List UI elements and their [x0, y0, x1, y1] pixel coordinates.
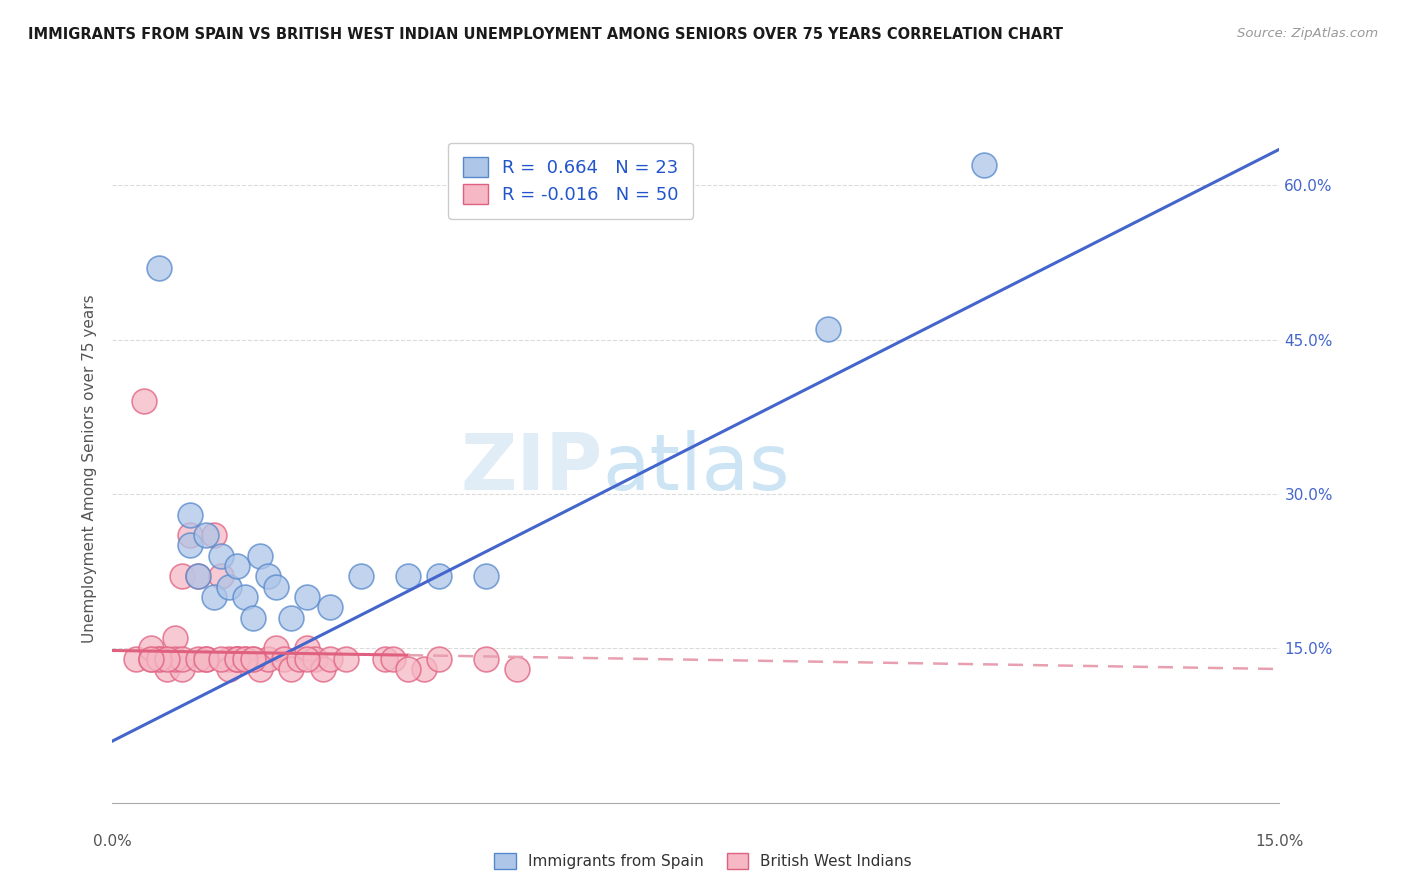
Point	[295, 651, 318, 665]
Point	[125, 651, 148, 665]
Point	[156, 651, 179, 665]
Point	[218, 580, 240, 594]
Point	[242, 651, 264, 665]
Point	[218, 651, 240, 665]
Point	[412, 662, 434, 676]
Point	[209, 569, 232, 583]
Point	[242, 651, 264, 665]
Point	[506, 662, 529, 676]
Point	[475, 569, 498, 583]
Point	[335, 651, 357, 665]
Point	[233, 651, 256, 665]
Point	[194, 528, 217, 542]
Point	[194, 651, 217, 665]
Point	[273, 651, 295, 665]
Point	[233, 590, 256, 604]
Legend: Immigrants from Spain, British West Indians: Immigrants from Spain, British West Indi…	[488, 847, 918, 875]
Point	[163, 631, 186, 645]
Y-axis label: Unemployment Among Seniors over 75 years: Unemployment Among Seniors over 75 years	[82, 294, 97, 642]
Point	[304, 651, 326, 665]
Text: Source: ZipAtlas.com: Source: ZipAtlas.com	[1237, 27, 1378, 40]
Point	[817, 322, 839, 336]
Point	[194, 651, 217, 665]
Point	[187, 651, 209, 665]
Point	[226, 559, 249, 574]
Point	[172, 662, 194, 676]
Point	[226, 651, 249, 665]
Point	[319, 651, 342, 665]
Point	[209, 651, 232, 665]
Point	[202, 528, 225, 542]
Point	[311, 662, 333, 676]
Point	[295, 590, 318, 604]
Point	[350, 569, 373, 583]
Point	[179, 539, 201, 553]
Point	[427, 569, 450, 583]
Point	[264, 580, 287, 594]
Point	[233, 651, 256, 665]
Point	[288, 651, 311, 665]
Point	[257, 651, 280, 665]
Point	[475, 651, 498, 665]
Point	[148, 651, 170, 665]
Point	[249, 662, 271, 676]
Point	[242, 610, 264, 624]
Text: atlas: atlas	[603, 430, 790, 507]
Text: IMMIGRANTS FROM SPAIN VS BRITISH WEST INDIAN UNEMPLOYMENT AMONG SENIORS OVER 75 : IMMIGRANTS FROM SPAIN VS BRITISH WEST IN…	[28, 27, 1063, 42]
Point	[141, 641, 163, 656]
Point	[172, 569, 194, 583]
Point	[163, 651, 186, 665]
Point	[141, 651, 163, 665]
Point	[381, 651, 404, 665]
Point	[148, 260, 170, 275]
Point	[973, 158, 995, 172]
Text: ZIP: ZIP	[460, 430, 603, 507]
Point	[148, 651, 170, 665]
Point	[202, 590, 225, 604]
Point	[226, 651, 249, 665]
Text: 0.0%: 0.0%	[93, 834, 132, 849]
Point	[226, 651, 249, 665]
Point	[396, 569, 419, 583]
Point	[141, 651, 163, 665]
Point	[280, 662, 302, 676]
Point	[187, 569, 209, 583]
Point	[396, 662, 419, 676]
Text: 15.0%: 15.0%	[1256, 834, 1303, 849]
Point	[179, 528, 201, 542]
Point	[132, 394, 155, 409]
Point	[187, 569, 209, 583]
Point	[218, 662, 240, 676]
Point	[249, 549, 271, 563]
Point	[209, 549, 232, 563]
Legend: R =  0.664   N = 23, R = -0.016   N = 50: R = 0.664 N = 23, R = -0.016 N = 50	[449, 143, 693, 219]
Point	[257, 569, 280, 583]
Point	[156, 662, 179, 676]
Point	[374, 651, 396, 665]
Point	[179, 508, 201, 522]
Point	[280, 610, 302, 624]
Point	[427, 651, 450, 665]
Point	[295, 641, 318, 656]
Point	[172, 651, 194, 665]
Point	[264, 641, 287, 656]
Point	[319, 600, 342, 615]
